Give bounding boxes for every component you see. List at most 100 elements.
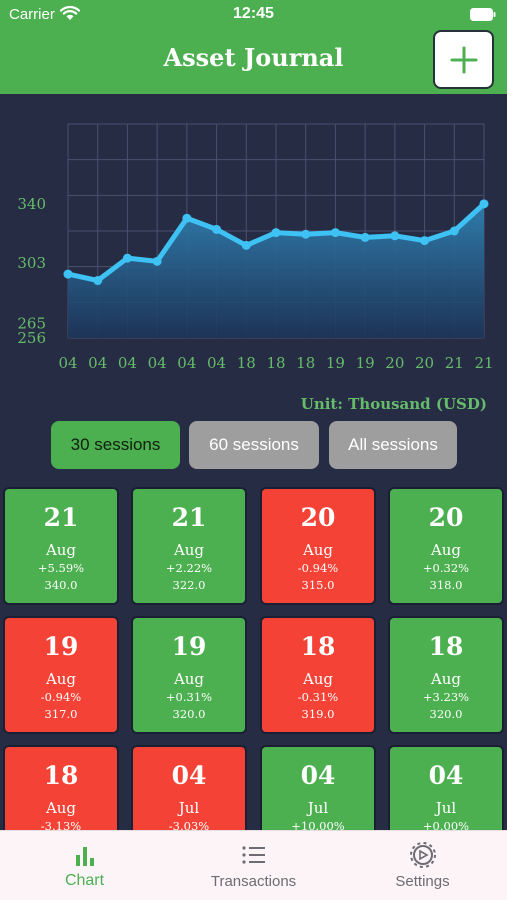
- chart-data-point: [212, 224, 222, 234]
- session-card[interactable]: 18 Aug -0.31% 319.0: [260, 616, 376, 734]
- tab-settings-label: Settings: [395, 873, 450, 890]
- session-card[interactable]: 20 Aug +0.32% 318.0: [388, 487, 504, 605]
- chart-x-tick-label: 04: [88, 354, 107, 372]
- card-change: -0.94%: [40, 690, 82, 704]
- card-day: 21: [171, 503, 207, 532]
- session-card[interactable]: 19 Aug -0.94% 317.0: [3, 616, 119, 734]
- card-day: 19: [171, 632, 207, 661]
- range-30-sessions-button[interactable]: 30 sessions: [51, 421, 180, 469]
- chart-x-tick-label: 20: [385, 354, 404, 372]
- chart-data-point: [449, 226, 459, 236]
- card-value: 320.0: [429, 707, 463, 721]
- chart-data-point: [479, 199, 489, 209]
- session-card[interactable]: 18 Aug +3.23% 320.0: [388, 616, 504, 734]
- card-day: 19: [43, 632, 79, 661]
- bar-chart-icon: [76, 847, 94, 866]
- chart-data-point: [122, 253, 132, 263]
- session-card[interactable]: 04 Jul +10.00%: [260, 745, 376, 830]
- session-card[interactable]: 18 Aug -3.13%: [3, 745, 119, 830]
- tab-transactions-label: Transactions: [210, 873, 297, 890]
- chart-y-tick-label: 340: [17, 195, 46, 213]
- range-60-sessions-button[interactable]: 60 sessions: [189, 421, 319, 469]
- tab-settings[interactable]: Settings: [338, 831, 507, 900]
- chart-x-tick-label: 21: [474, 354, 493, 372]
- battery-icon: [470, 8, 496, 21]
- card-change: +3.23%: [422, 690, 470, 704]
- chart-x-tick-label: 18: [266, 354, 285, 372]
- card-month: Jul: [178, 799, 200, 817]
- session-card[interactable]: 21 Aug +2.22% 322.0: [131, 487, 247, 605]
- card-change: +0.32%: [422, 561, 470, 575]
- chart-data-point: [360, 232, 370, 242]
- card-change: +10.00%: [291, 819, 345, 830]
- card-month: Aug: [430, 541, 462, 559]
- chart-y-tick-label: 256: [17, 329, 46, 347]
- tab-bar: Chart Transactions Settings: [0, 830, 507, 900]
- session-card[interactable]: 04 Jul +0.00%: [388, 745, 504, 830]
- range-all-sessions-button[interactable]: All sessions: [329, 421, 457, 469]
- chart-data-point: [93, 276, 103, 286]
- chart-x-tick-label: 04: [118, 354, 137, 372]
- session-card[interactable]: 04 Jul -3.03%: [131, 745, 247, 830]
- tab-chart[interactable]: Chart: [0, 831, 169, 900]
- card-value: 317.0: [44, 707, 78, 721]
- chart-x-tick-label: 20: [415, 354, 434, 372]
- session-card[interactable]: 19 Aug +0.31% 320.0: [131, 616, 247, 734]
- card-month: Aug: [45, 670, 77, 688]
- card-change: +0.31%: [165, 690, 213, 704]
- chart-y-tick-label: 265: [17, 315, 46, 333]
- chart-x-tick-label: 18: [237, 354, 256, 372]
- card-change: -0.31%: [297, 690, 339, 704]
- plus-icon: [450, 46, 477, 73]
- chart-data-point: [182, 213, 192, 223]
- card-value: 322.0: [172, 578, 206, 592]
- card-change: +0.00%: [422, 819, 470, 830]
- card-change: +5.59%: [37, 561, 85, 575]
- session-card[interactable]: 20 Aug -0.94% 315.0: [260, 487, 376, 605]
- chart-data-point: [390, 231, 400, 241]
- card-day: 04: [300, 761, 336, 790]
- chart-x-tick-label: 04: [58, 354, 77, 372]
- card-value: 319.0: [301, 707, 335, 721]
- chart-y-tick-label: 303: [17, 254, 46, 272]
- app-header: Carrier 12:45 Asset Journal: [0, 0, 507, 94]
- card-month: Jul: [435, 799, 457, 817]
- card-value: 320.0: [172, 707, 206, 721]
- session-card[interactable]: 21 Aug +5.59% 340.0: [3, 487, 119, 605]
- wifi-icon: [60, 5, 80, 20]
- card-change: -0.94%: [297, 561, 339, 575]
- chart-x-tick-label: 04: [207, 354, 226, 372]
- card-day: 04: [428, 761, 464, 790]
- card-value: 318.0: [429, 578, 463, 592]
- card-value: 340.0: [44, 578, 78, 592]
- add-transaction-button[interactable]: [433, 30, 494, 89]
- card-change: -3.03%: [168, 819, 210, 830]
- chart-data-point: [241, 240, 251, 250]
- chart-data-point: [63, 269, 73, 279]
- chart-data-point: [420, 236, 430, 246]
- tab-transactions[interactable]: Transactions: [169, 831, 338, 900]
- chart-x-tick-label: 04: [148, 354, 167, 372]
- card-month: Aug: [173, 541, 205, 559]
- card-day: 18: [300, 632, 336, 661]
- card-change: -3.13%: [40, 819, 82, 830]
- card-month: Aug: [302, 541, 334, 559]
- chart-data-point: [301, 229, 311, 239]
- card-month: Aug: [45, 799, 77, 817]
- unit-label: Unit: Thousand (USD): [300, 395, 487, 413]
- card-value: 315.0: [301, 578, 335, 592]
- carrier-label: Carrier: [9, 6, 55, 23]
- status-bar: Carrier 12:45: [0, 0, 507, 28]
- chart-x-tick-label: 18: [296, 354, 315, 372]
- card-day: 21: [43, 503, 79, 532]
- card-month: Aug: [45, 541, 77, 559]
- chart-x-tick-label: 21: [445, 354, 464, 372]
- card-day: 18: [43, 761, 79, 790]
- chart-data-point: [152, 256, 162, 266]
- card-month: Jul: [307, 799, 329, 817]
- chart-data-point: [271, 228, 281, 238]
- card-month: Aug: [173, 670, 205, 688]
- chart-x-tick-label: 19: [356, 354, 375, 372]
- card-day: 04: [171, 761, 207, 790]
